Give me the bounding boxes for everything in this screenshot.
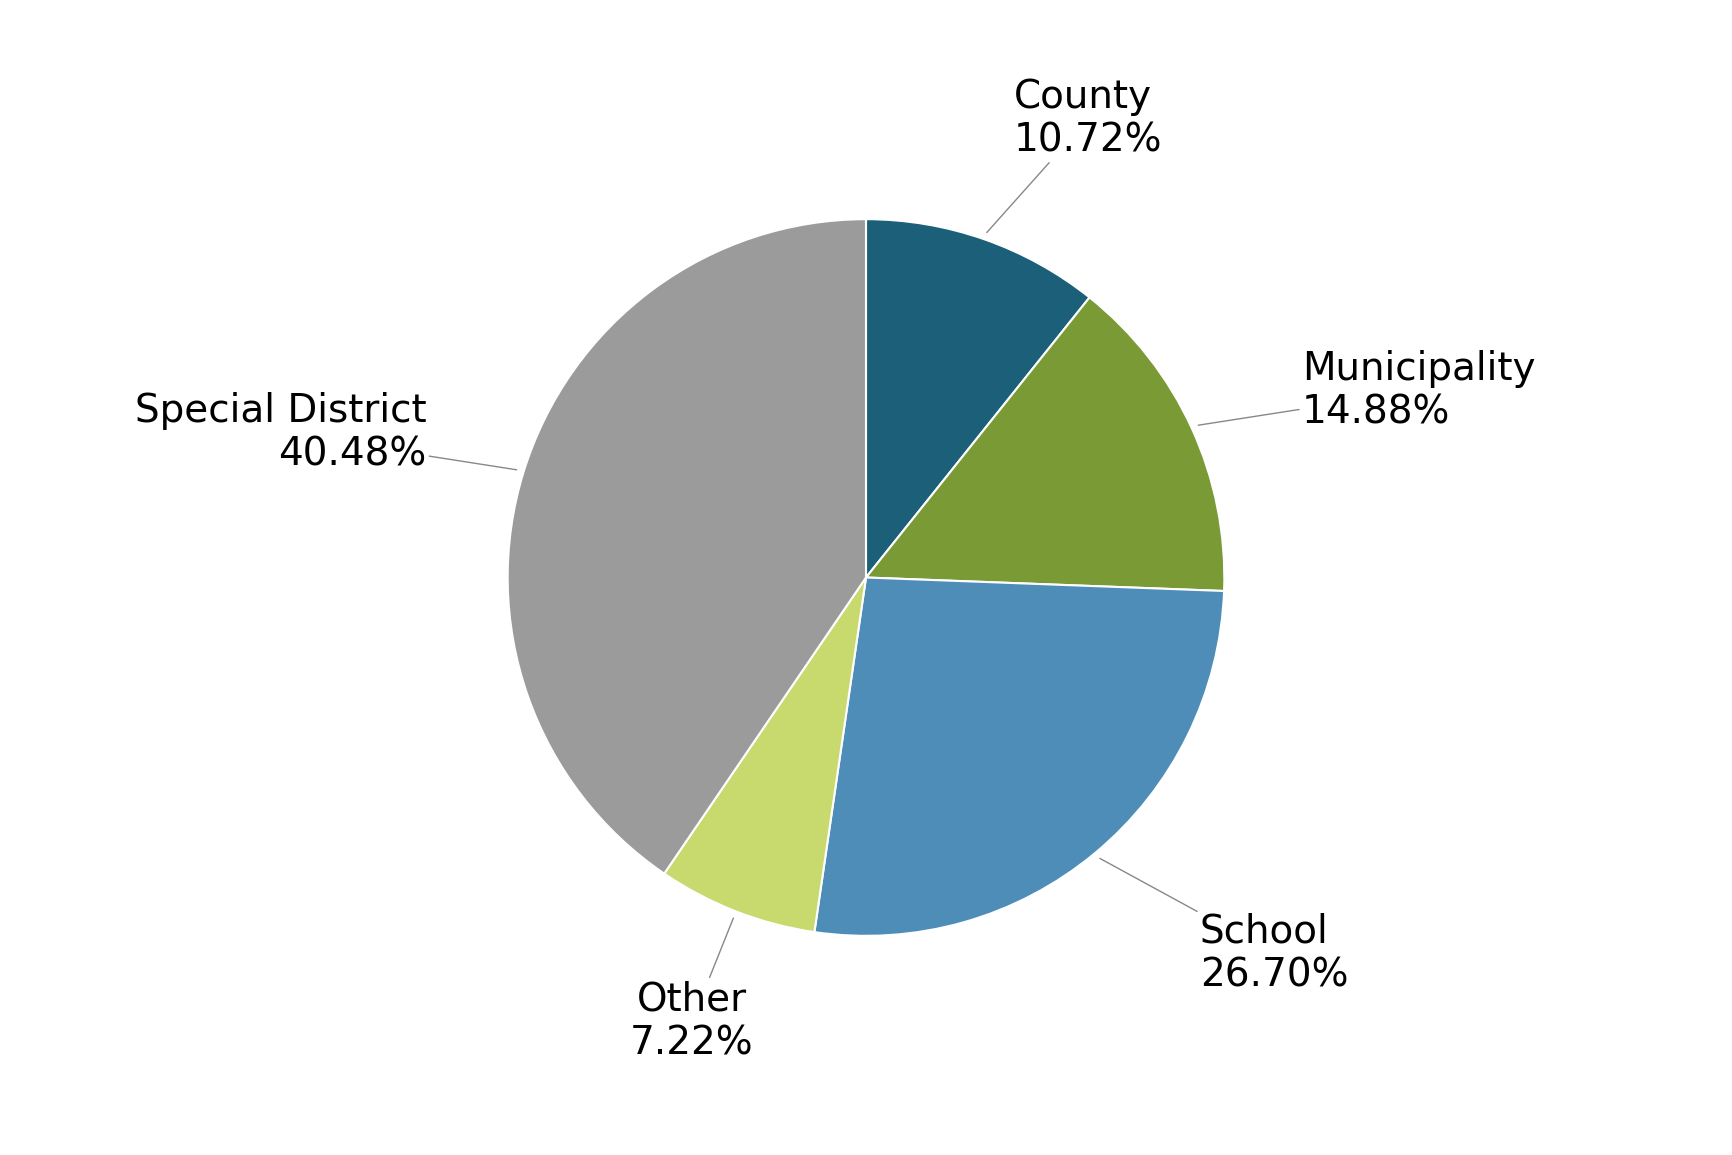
Text: Special District
40.48%: Special District 40.48% [135, 392, 516, 474]
Text: School
26.70%: School 26.70% [1100, 858, 1349, 994]
Wedge shape [814, 578, 1225, 936]
Wedge shape [866, 298, 1225, 591]
Wedge shape [866, 219, 1089, 578]
Text: Municipality
14.88%: Municipality 14.88% [1199, 350, 1535, 432]
Text: Other
7.22%: Other 7.22% [630, 918, 753, 1063]
Wedge shape [663, 578, 866, 932]
Wedge shape [507, 219, 866, 873]
Text: County
10.72%: County 10.72% [987, 77, 1162, 232]
